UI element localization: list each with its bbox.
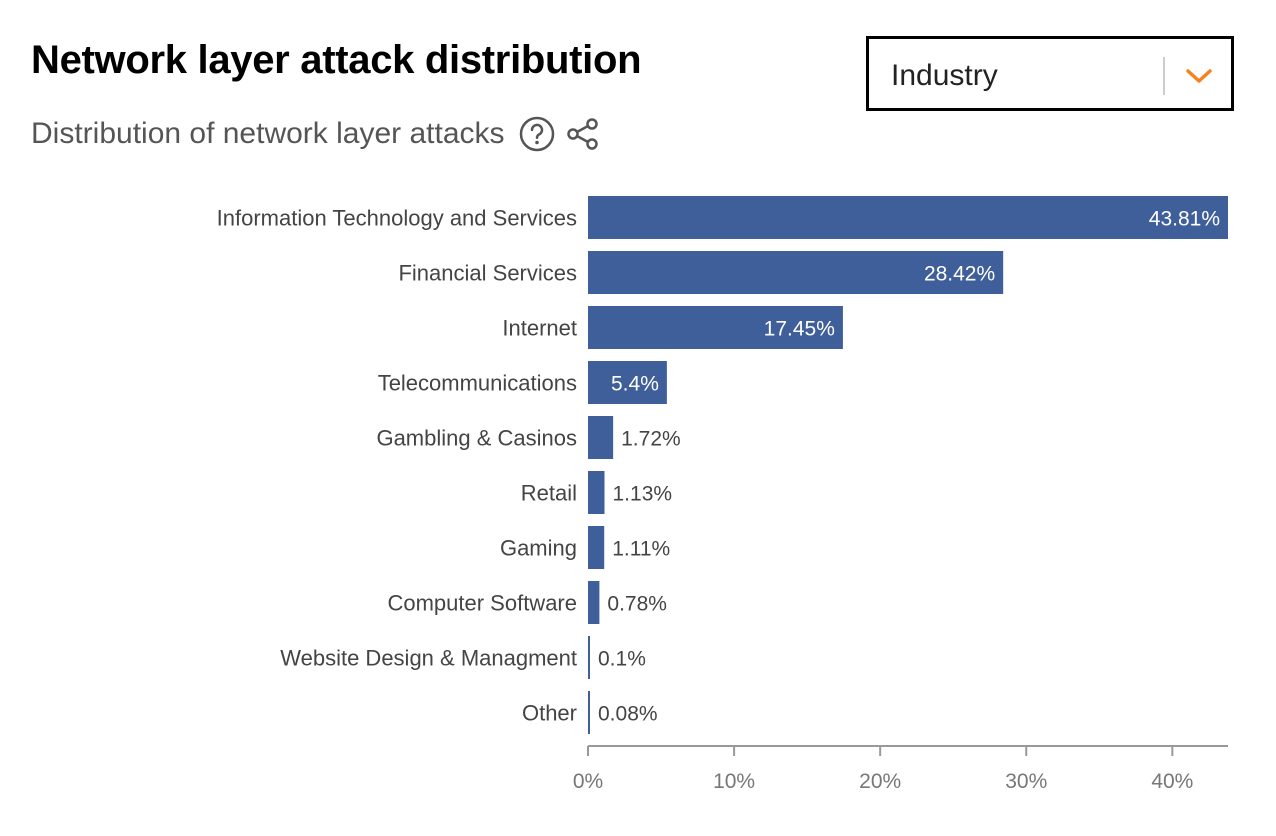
help-circle-icon[interactable] <box>519 116 555 152</box>
x-tick-label: 20% <box>859 770 901 793</box>
value-label: 0.1% <box>598 648 646 671</box>
value-label: 0.78% <box>607 593 667 616</box>
breakdown-dropdown[interactable]: Industry <box>866 36 1234 111</box>
x-tick-label: 30% <box>1005 770 1047 793</box>
bar <box>588 526 605 569</box>
category-label: Telecommunications <box>378 371 577 396</box>
bar <box>588 471 605 514</box>
value-label: 28.42% <box>924 263 995 286</box>
category-label: Internet <box>502 316 577 341</box>
bar <box>588 251 1004 294</box>
dropdown-divider <box>1163 57 1165 95</box>
dropdown-selected-value: Industry <box>891 59 998 92</box>
category-label: Information Technology and Services <box>217 206 577 231</box>
value-label: 17.45% <box>764 318 835 341</box>
value-label: 1.72% <box>621 428 681 451</box>
category-label: Retail <box>521 481 577 506</box>
value-label: 1.13% <box>613 483 673 506</box>
category-label: Other <box>522 701 577 726</box>
bar <box>588 306 843 349</box>
category-label: Gaming <box>500 536 577 561</box>
share-icon[interactable] <box>565 116 601 152</box>
subtitle-row: Distribution of network layer attacks <box>31 112 601 156</box>
bar <box>588 581 600 624</box>
chevron-down-icon[interactable] <box>1185 64 1213 93</box>
category-label: Computer Software <box>387 591 577 616</box>
bar <box>588 361 667 404</box>
value-label: 5.4% <box>611 373 659 396</box>
category-label: Website Design & Managment <box>280 646 577 671</box>
value-label: 0.08% <box>598 703 658 726</box>
category-label: Gambling & Casinos <box>376 426 577 451</box>
bar <box>588 691 590 734</box>
x-tick-label: 0% <box>573 770 603 793</box>
x-tick-label: 40% <box>1151 770 1193 793</box>
bar <box>588 416 614 459</box>
category-label: Financial Services <box>398 261 577 286</box>
x-tick-label: 10% <box>713 770 755 793</box>
chart-title: Network layer attack distribution <box>31 38 642 82</box>
bar <box>588 636 590 679</box>
bar <box>588 196 1228 239</box>
chart-subtitle: Distribution of network layer attacks <box>31 117 505 150</box>
value-label: 1.11% <box>612 538 670 561</box>
value-label: 43.81% <box>1149 208 1220 231</box>
